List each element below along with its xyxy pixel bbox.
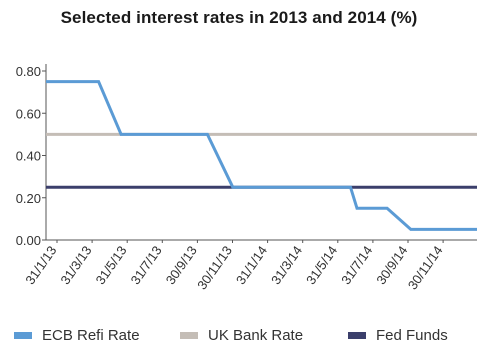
x-tick-label: 31/3/13 (57, 243, 94, 287)
x-tick-label: 30/11/14 (405, 243, 446, 292)
legend-item-fed: Fed Funds (348, 327, 448, 344)
x-tick-label: 30/9/14 (373, 243, 410, 287)
series-line-ecb-refi-rate (46, 80, 477, 231)
x-tick-label: 30/9/13 (163, 243, 200, 287)
y-tick-label: 0.00 (16, 233, 41, 248)
legend-item-uk: UK Bank Rate (180, 327, 303, 344)
y-tick-label: 0.60 (16, 106, 41, 121)
y-tick-label: 0.80 (16, 64, 41, 79)
x-tick-label: 31/7/14 (338, 243, 375, 287)
legend-item-ecb: ECB Refi Rate (14, 327, 140, 344)
x-tick-label: 30/11/13 (194, 243, 235, 292)
legend-swatch-fed (348, 332, 366, 339)
y-tick-label: 0.20 (16, 191, 41, 206)
x-tick-label: 31/5/14 (303, 243, 340, 287)
legend-swatch-uk (180, 332, 198, 339)
x-tick-label: 31/5/13 (92, 243, 129, 287)
y-tick-label: 0.40 (16, 149, 41, 164)
x-tick-label: 31/1/14 (233, 243, 270, 287)
x-tick-label: 31/1/13 (22, 243, 59, 287)
chart-title: Selected interest rates in 2013 and 2014… (60, 8, 418, 27)
legend-label-ecb: ECB Refi Rate (42, 327, 140, 344)
legend-swatch-ecb (14, 332, 32, 339)
x-tick-label: 31/3/14 (268, 243, 305, 287)
legend-label-uk: UK Bank Rate (208, 327, 304, 344)
legend: ECB Refi Rate UK Bank Rate Fed Funds (0, 327, 478, 345)
legend-label-fed: Fed Funds (376, 327, 448, 344)
x-tick-label: 31/7/13 (128, 243, 165, 287)
